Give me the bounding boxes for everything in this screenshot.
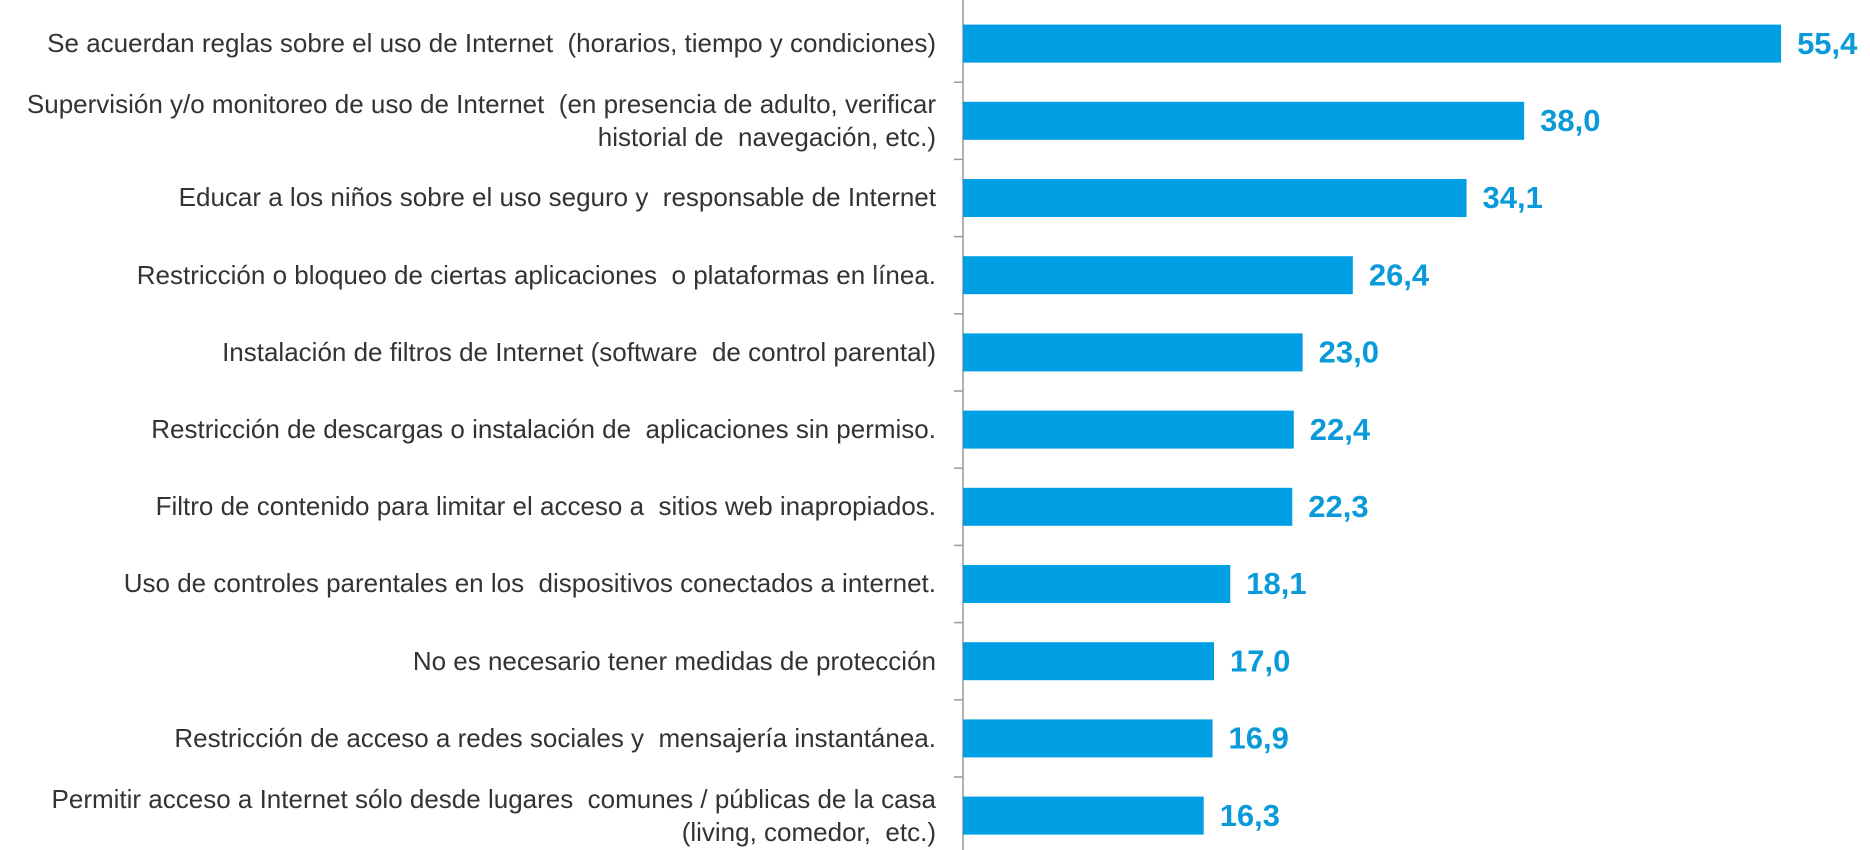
value-label: 26,4 — [1369, 257, 1430, 292]
category-label: Se acuerdan reglas sobre el uso de Inter… — [47, 28, 936, 59]
bar — [963, 642, 1215, 681]
category-label: Filtro de contenido para limitar el acce… — [155, 491, 936, 522]
value-label: 22,3 — [1308, 489, 1368, 524]
category-label: Restricción de descargas o instalación d… — [151, 414, 936, 445]
category-label: Supervisión y/o monitoreo de uso de Inte… — [26, 88, 944, 152]
value-label: 17,0 — [1230, 643, 1290, 678]
value-label: 18,1 — [1246, 566, 1306, 601]
value-label: 16,3 — [1220, 798, 1280, 833]
bar — [963, 719, 1213, 758]
bar — [963, 565, 1231, 603]
category-label: Instalación de filtros de Internet (soft… — [222, 336, 936, 367]
category-label: Restricción o bloqueo de ciertas aplicac… — [136, 259, 936, 290]
bar — [963, 487, 1293, 526]
category-label: Permitir acceso a Internet sólo desde lu… — [51, 783, 944, 847]
bar — [963, 410, 1294, 449]
category-label: Uso de controles parentales en los dispo… — [123, 568, 936, 599]
bar — [963, 256, 1353, 295]
value-label: 23,0 — [1319, 335, 1379, 370]
bar — [963, 179, 1467, 217]
value-label: 55,4 — [1797, 26, 1858, 61]
bar — [963, 796, 1204, 835]
bar — [963, 333, 1303, 372]
category-label: Educar a los niños sobre el uso seguro y… — [178, 182, 936, 213]
bar — [963, 24, 1782, 63]
bar — [963, 101, 1525, 140]
value-label: 34,1 — [1483, 180, 1543, 215]
category-label: No es necesario tener medidas de protecc… — [412, 645, 936, 676]
category-label: Restricción de acceso a redes sociales y… — [174, 722, 936, 753]
value-label: 22,4 — [1310, 412, 1371, 447]
value-label: 16,9 — [1229, 721, 1289, 756]
value-label: 38,0 — [1540, 103, 1600, 138]
